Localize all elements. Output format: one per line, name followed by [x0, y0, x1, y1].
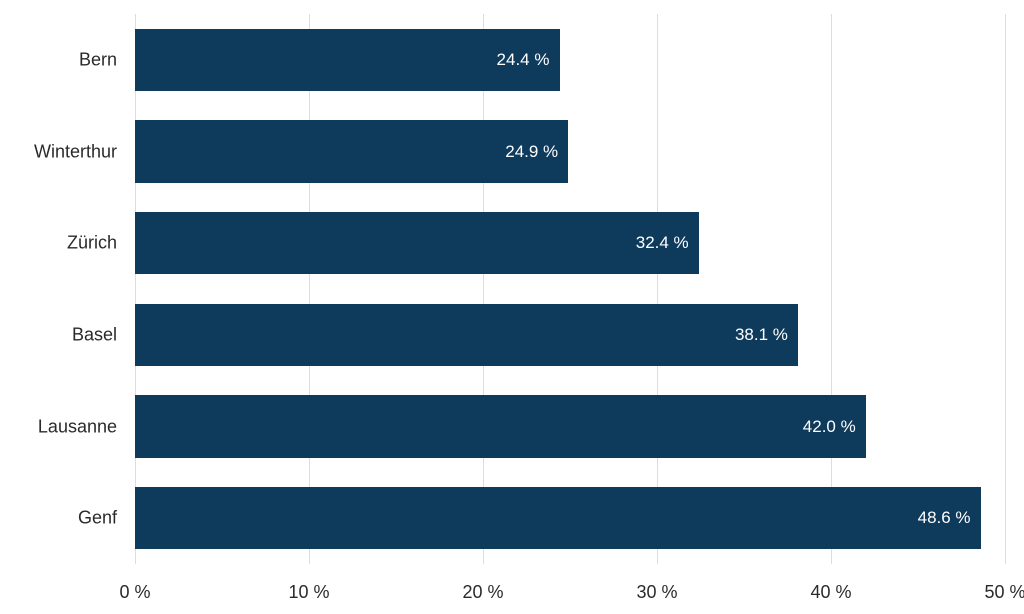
bar-value-label: 24.4 % [497, 50, 550, 70]
bar-value-label: 48.6 % [918, 508, 971, 528]
bar-value-label: 24.9 % [505, 142, 558, 162]
x-gridline [831, 14, 832, 564]
x-tick-label: 30 % [636, 582, 677, 603]
y-tick-label: Winterthur [34, 141, 117, 162]
bar-value-label: 38.1 % [735, 325, 788, 345]
bar-value-label: 42.0 % [803, 417, 856, 437]
x-tick-label: 50 % [984, 582, 1024, 603]
x-tick-label: 0 % [119, 582, 150, 603]
bar [135, 120, 568, 182]
y-tick-label: Genf [78, 508, 117, 529]
x-gridline [309, 14, 310, 564]
x-tick-label: 20 % [462, 582, 503, 603]
bar-value-label: 32.4 % [636, 233, 689, 253]
x-tick-label: 10 % [288, 582, 329, 603]
x-gridline [1005, 14, 1006, 564]
x-tick-label: 40 % [810, 582, 851, 603]
x-gridline [135, 14, 136, 564]
y-tick-label: Bern [79, 49, 117, 70]
bar [135, 487, 981, 549]
bar [135, 395, 866, 457]
y-tick-label: Zürich [67, 233, 117, 254]
x-gridline [657, 14, 658, 564]
y-tick-label: Lausanne [38, 416, 117, 437]
y-tick-label: Basel [72, 324, 117, 345]
x-gridline [483, 14, 484, 564]
chart-container: 24.4 % 24.9 % 32.4 % 38.1 % 42.0 % 48.6 % 0 %… [0, 0, 1024, 614]
plot-area: 24.4 % 24.9 % 32.4 % 38.1 % 42.0 % 48.6 % [135, 14, 1005, 564]
bar [135, 304, 798, 366]
bar [135, 212, 699, 274]
